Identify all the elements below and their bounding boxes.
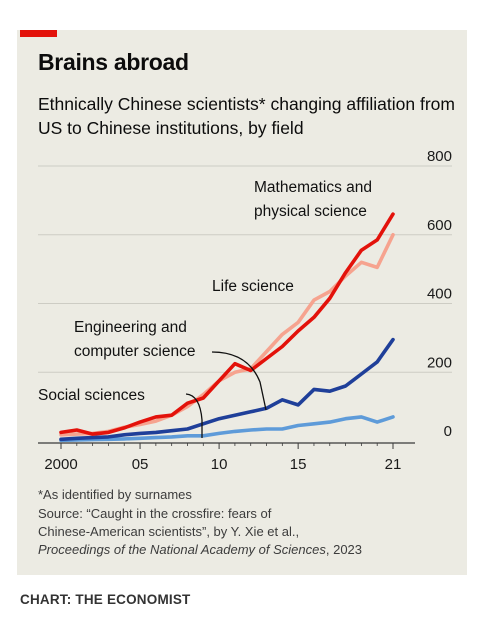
- series-label-math: Mathematics and: [254, 179, 372, 196]
- y-tick-label: 800: [427, 148, 452, 165]
- series-label-eng: computer science: [74, 343, 195, 360]
- source-line-1: Source: “Caught in the crossfire: fears …: [38, 506, 272, 521]
- source-line-3: Proceedings of the National Academy of S…: [38, 541, 362, 559]
- series-line-math: [59, 212, 395, 436]
- source-line-2: Chinese-American scientists”, by Y. Xie …: [38, 524, 300, 539]
- footnote-surnames: *As identified by surnames: [38, 487, 192, 502]
- chart-credit: CHART: THE ECONOMIST: [20, 592, 191, 607]
- y-tick-label: 400: [427, 286, 452, 303]
- eng-label-leader: [211, 351, 267, 411]
- x-tick-label: 2000: [44, 456, 77, 473]
- x-tick-label: 21: [385, 456, 402, 473]
- chart-title: Brains abroad: [38, 49, 189, 75]
- x-tick-label: 15: [290, 456, 307, 473]
- source-year: , 2023: [325, 542, 363, 557]
- y-tick-label: 200: [427, 354, 452, 371]
- source-publication: Proceedings of the National Academy of S…: [38, 542, 326, 557]
- series-line-social: [59, 415, 395, 443]
- x-tick-label: 05: [132, 456, 149, 473]
- series-label-eng: Engineering and: [74, 319, 187, 336]
- chart-subtitle: Ethnically Chinese scientists* changing …: [38, 94, 455, 138]
- series-label-math: physical science: [254, 203, 367, 220]
- series-label-social: Social sciences: [38, 387, 145, 404]
- y-tick-label: 600: [427, 217, 452, 234]
- brand-accent-tab: [20, 30, 57, 37]
- chart-panel: [17, 30, 467, 575]
- series-line-eng: [59, 337, 395, 442]
- y-tick-label: 0: [444, 423, 452, 440]
- x-tick-label: 10: [211, 456, 228, 473]
- social-label-leader: [185, 393, 203, 438]
- series-label-life: Life science: [212, 278, 294, 295]
